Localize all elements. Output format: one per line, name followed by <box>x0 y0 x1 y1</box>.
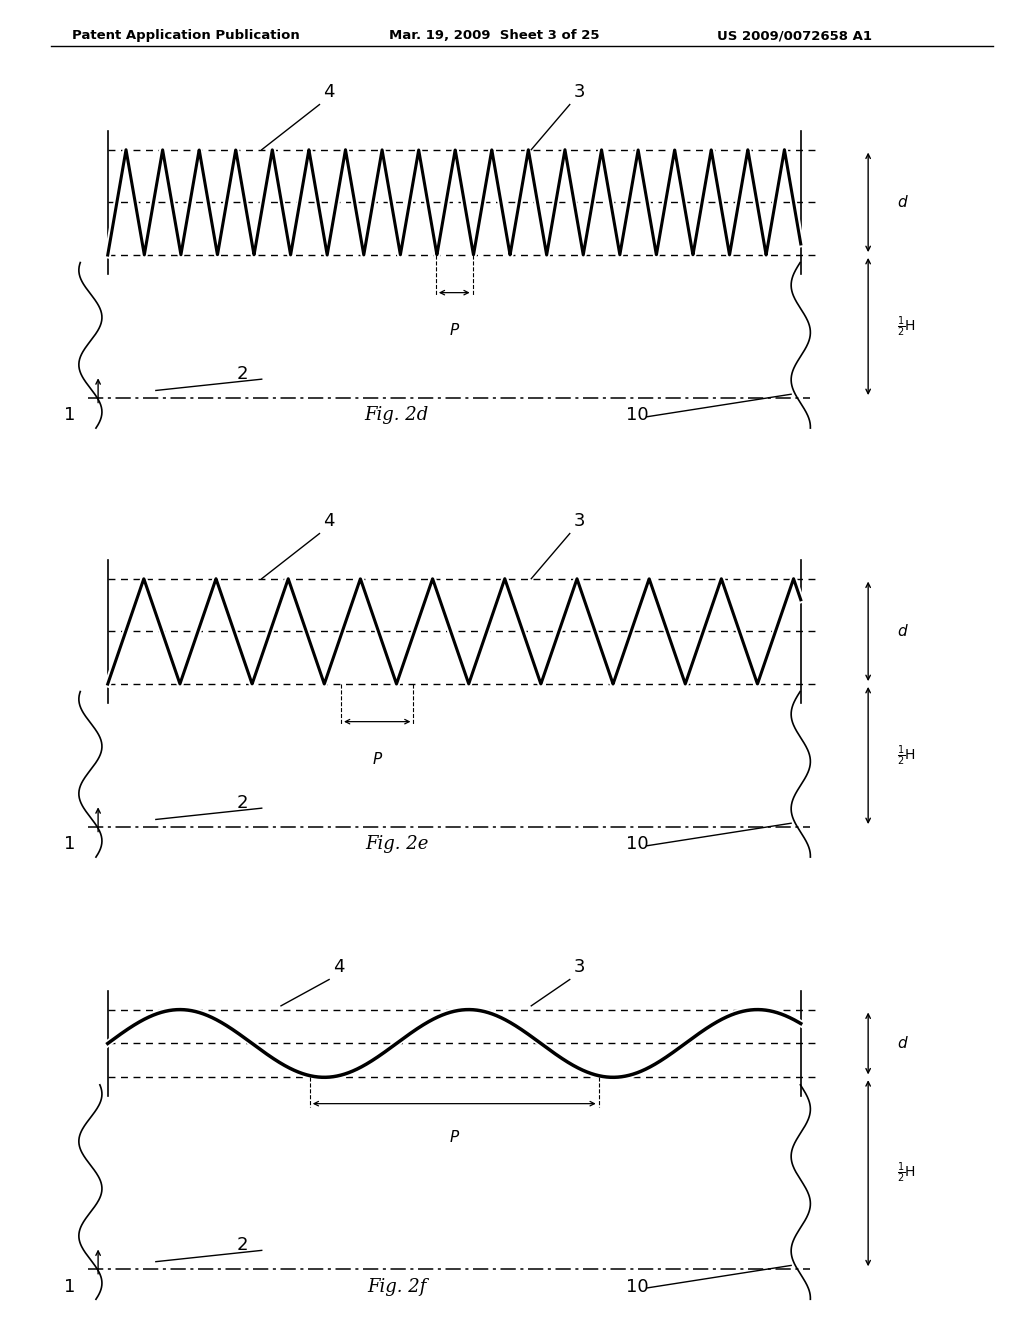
Text: d: d <box>897 624 906 639</box>
Text: $\frac{1}{2}$H: $\frac{1}{2}$H <box>897 743 916 768</box>
Text: 1: 1 <box>63 407 75 424</box>
Text: 10: 10 <box>626 407 648 424</box>
Text: 4: 4 <box>333 958 344 975</box>
Text: P: P <box>450 1130 459 1144</box>
Text: $\frac{1}{2}$H: $\frac{1}{2}$H <box>897 1162 916 1185</box>
Text: 10: 10 <box>626 1278 648 1295</box>
Text: 2: 2 <box>237 364 248 383</box>
Text: 4: 4 <box>324 83 335 100</box>
Text: 3: 3 <box>573 83 585 100</box>
Text: 4: 4 <box>324 512 335 529</box>
Text: P: P <box>373 752 382 767</box>
Text: Fig. 2d: Fig. 2d <box>365 407 429 424</box>
Text: $\frac{1}{2}$H: $\frac{1}{2}$H <box>897 314 916 339</box>
Text: 3: 3 <box>573 512 585 529</box>
Text: US 2009/0072658 A1: US 2009/0072658 A1 <box>717 29 871 42</box>
Text: Patent Application Publication: Patent Application Publication <box>72 29 299 42</box>
Text: d: d <box>897 1036 906 1051</box>
Text: 2: 2 <box>237 793 248 812</box>
Text: Fig. 2f: Fig. 2f <box>367 1278 426 1295</box>
Text: 10: 10 <box>626 836 648 853</box>
Text: 3: 3 <box>573 958 585 975</box>
Text: Mar. 19, 2009  Sheet 3 of 25: Mar. 19, 2009 Sheet 3 of 25 <box>389 29 600 42</box>
Text: P: P <box>450 322 459 338</box>
Text: 2: 2 <box>237 1236 248 1254</box>
Text: 1: 1 <box>63 1278 75 1295</box>
Text: 1: 1 <box>63 836 75 853</box>
Text: d: d <box>897 195 906 210</box>
Text: Fig. 2e: Fig. 2e <box>365 836 428 853</box>
